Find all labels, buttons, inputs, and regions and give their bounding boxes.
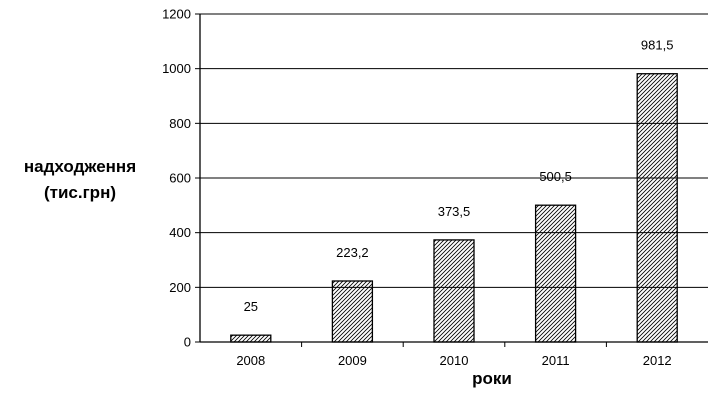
bar-2011 [534,204,577,343]
y-axis-title-line-2: (тис.грн) [44,183,116,202]
x-tick-label-2008: 2008 [236,353,265,368]
data-label-2012: 981,5 [641,38,674,53]
y-tick-label: 1000 [162,61,191,76]
data-labels: 25 223,2 373,5 500,5 981,5 [244,38,674,314]
data-label-2011: 500,5 [539,169,572,184]
y-tick-label: 1200 [162,7,191,22]
y-tick-labels: 0 200 400 600 800 1000 1200 [162,7,191,350]
axes [195,13,708,347]
bars [230,73,678,343]
data-label-2009: 223,2 [336,245,369,260]
y-tick-label: 400 [169,225,191,240]
bar-2009 [331,280,374,343]
x-axis-title: роки [472,369,512,388]
gridlines [200,13,708,288]
x-tick-label-2009: 2009 [338,353,367,368]
y-tick-label: 200 [169,280,191,295]
x-tick-label-2010: 2010 [440,353,469,368]
bar-2010 [433,239,475,343]
data-label-2010: 373,5 [438,204,471,219]
y-axis-title-line-1: надходження [24,157,136,176]
x-tick-label-2012: 2012 [643,353,672,368]
y-tick-label: 0 [184,335,191,350]
x-tick-label-2011: 2011 [542,353,570,368]
bar-2008 [230,334,272,343]
bar-2012 [636,73,678,343]
y-tick-label: 800 [169,116,191,131]
data-label-2008: 25 [244,299,258,314]
y-tick-label: 600 [169,171,191,186]
x-tick-labels: 2008 2009 2010 2011 2012 [236,353,671,368]
